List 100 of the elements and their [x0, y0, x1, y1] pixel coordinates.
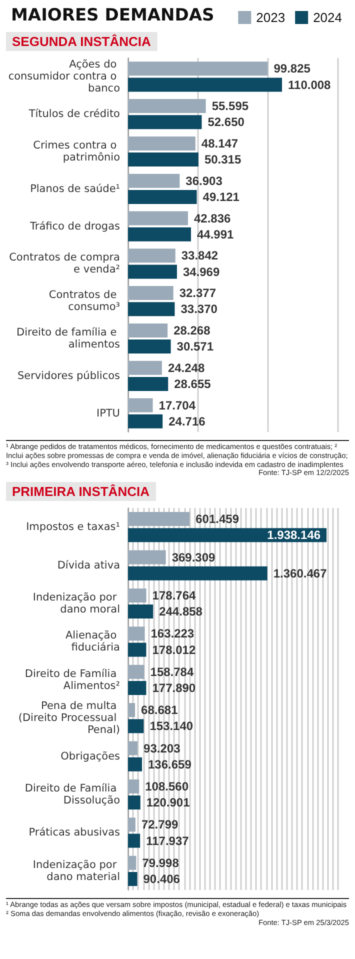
bar [128, 512, 190, 526]
data-label: 136.659 [148, 758, 192, 772]
y-tick-label: Direito de família e alimentos [16, 326, 120, 350]
y-tick-label: Indenização por dano moral [32, 592, 120, 616]
bar [128, 323, 168, 338]
y-tick-label: Contratos de consumo³ [48, 289, 120, 314]
bar [128, 78, 282, 92]
data-label: 178.764 [152, 588, 196, 603]
data-label: 158.784 [150, 665, 194, 680]
bar [128, 703, 136, 718]
bar [128, 665, 144, 680]
chart-title: PRIMEIRA INSTÂNCIA [12, 484, 150, 500]
data-label: 28.268 [174, 323, 211, 338]
bar [128, 758, 142, 772]
data-label: 79.998 [142, 856, 180, 870]
bar [128, 872, 138, 886]
data-label: 49.121 [202, 190, 240, 204]
y-tick-label: Alienação fiduciária [65, 630, 120, 654]
y-tick-label: Direito de Família Alimentos² [24, 668, 120, 692]
bar [128, 211, 188, 226]
bar [128, 414, 163, 428]
y-tick-label: Tráfico de drogas [29, 220, 120, 232]
data-label: 601.459 [196, 512, 240, 526]
data-label: 99.825 [274, 62, 311, 76]
data-label: 30.571 [176, 340, 214, 354]
bar [128, 780, 140, 794]
data-label: 24.716 [168, 414, 206, 428]
data-label: 163.223 [150, 626, 194, 641]
legend-label: 2023 [256, 10, 286, 25]
y-tick-label: Títulos de crédito [28, 108, 120, 120]
data-label: 244.858 [159, 604, 203, 619]
bar [128, 302, 175, 316]
bar [128, 115, 202, 130]
bar [128, 528, 327, 542]
data-label: 24.248 [168, 360, 205, 375]
y-tick-label: Planos de saúde¹ [30, 182, 120, 195]
legend-label: 2024 [313, 10, 342, 25]
bar [128, 340, 171, 354]
data-label: 153.140 [150, 719, 194, 734]
data-label: 33.370 [180, 302, 218, 316]
data-label: 117.937 [146, 834, 190, 848]
data-label: 177.890 [152, 681, 196, 696]
y-tick-label: Direito de Família Dissolução [24, 782, 120, 807]
bar [128, 856, 136, 870]
data-label: 34.969 [182, 264, 220, 279]
y-tick-label: Dívida ativa [57, 559, 120, 572]
data-label: 42.836 [194, 211, 231, 226]
data-label: 178.012 [152, 642, 196, 657]
bar [128, 174, 180, 188]
chart-title: MAIORES DEMANDAS [11, 6, 214, 26]
data-label: 32.377 [179, 286, 216, 300]
data-label: 28.655 [174, 376, 212, 391]
data-label: 33.842 [181, 248, 218, 263]
bar [128, 248, 176, 263]
bar [128, 566, 268, 581]
bar [128, 681, 146, 696]
data-label: 93.203 [144, 741, 181, 756]
bar [128, 286, 174, 300]
bar [128, 136, 196, 150]
y-tick-label: Indenização por dano material [32, 859, 120, 884]
data-label: 90.406 [143, 872, 180, 886]
bar [128, 796, 140, 810]
bar [128, 360, 162, 375]
y-tick-label: IPTU [96, 407, 120, 420]
data-label: 120.901 [146, 796, 190, 810]
data-label: 52.650 [208, 115, 245, 130]
data-label: 1.938.146 [267, 528, 321, 542]
y-tick-label: Impostos e taxas¹ [26, 521, 120, 534]
data-label: 50.315 [204, 152, 242, 167]
y-tick-label: Pena de multa (Direito Processual Penal) [18, 700, 120, 736]
data-label: 110.008 [288, 78, 332, 92]
data-label: 17.704 [158, 398, 196, 412]
data-label: 1.360.467 [273, 566, 328, 581]
y-tick-label: Crimes contra o patrimônio [33, 140, 120, 164]
bar [128, 834, 140, 848]
data-label: 48.147 [201, 136, 238, 150]
bar [128, 376, 168, 391]
y-tick-label: Ações do consumidor contra o banco [8, 58, 120, 95]
bar [128, 62, 268, 76]
bar [128, 398, 153, 412]
bar [128, 588, 146, 603]
y-tick-label: Contratos de compra e venda² [9, 252, 120, 276]
bar [128, 190, 197, 204]
data-label: 44.991 [196, 227, 234, 242]
bar [128, 626, 145, 641]
bar [128, 741, 138, 756]
data-label: 108.560 [145, 780, 189, 794]
data-label: 369.309 [172, 550, 216, 564]
data-label: 36.903 [186, 174, 223, 188]
bar [128, 604, 154, 619]
data-label: 68.681 [141, 703, 178, 718]
bar [128, 642, 146, 657]
bar [128, 99, 206, 114]
data-label: 55.595 [212, 99, 249, 114]
bar [128, 264, 177, 279]
bar [128, 227, 191, 242]
bar [128, 818, 136, 832]
bar [128, 719, 144, 734]
data-label: 72.799 [141, 818, 178, 832]
y-tick-label: Servidores públicos [17, 370, 120, 382]
